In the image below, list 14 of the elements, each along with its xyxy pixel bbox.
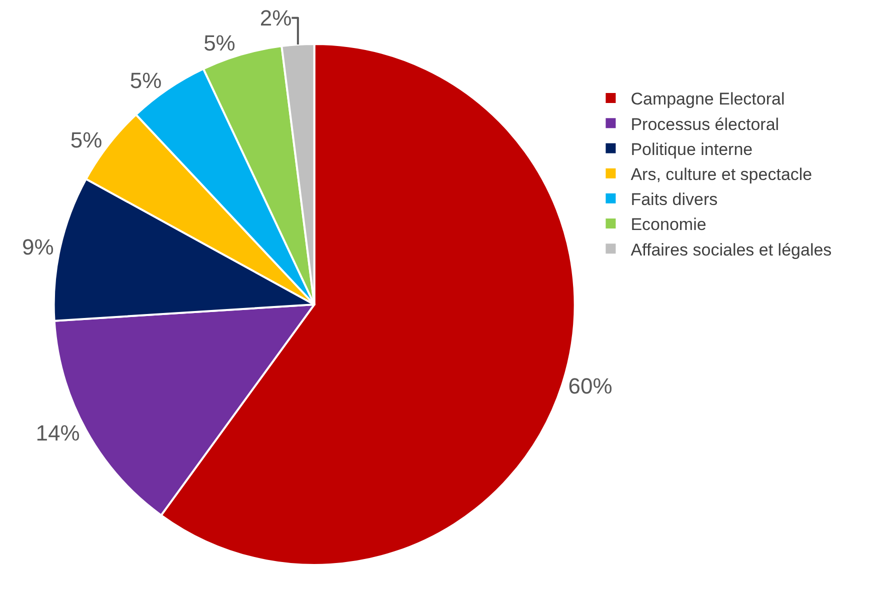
data-label: 60%: [568, 374, 612, 399]
legend-label: Ars, culture et spectacle: [630, 164, 812, 184]
data-label: 2%: [260, 5, 292, 30]
legend-label: Campagne Electoral: [630, 90, 785, 109]
data-label: 5%: [70, 128, 102, 153]
legend-label: Politique interne: [630, 140, 753, 159]
data-label: 5%: [204, 30, 236, 56]
data-label: 9%: [22, 234, 54, 260]
data-label: 14%: [36, 420, 80, 446]
data-label: 5%: [130, 68, 162, 93]
legend-label: Processus électoral: [630, 114, 780, 134]
legend-label: Affaires sociales et légales: [630, 240, 832, 260]
legend-label: Economie: [630, 215, 706, 234]
legend-label: Faits divers: [630, 190, 718, 210]
